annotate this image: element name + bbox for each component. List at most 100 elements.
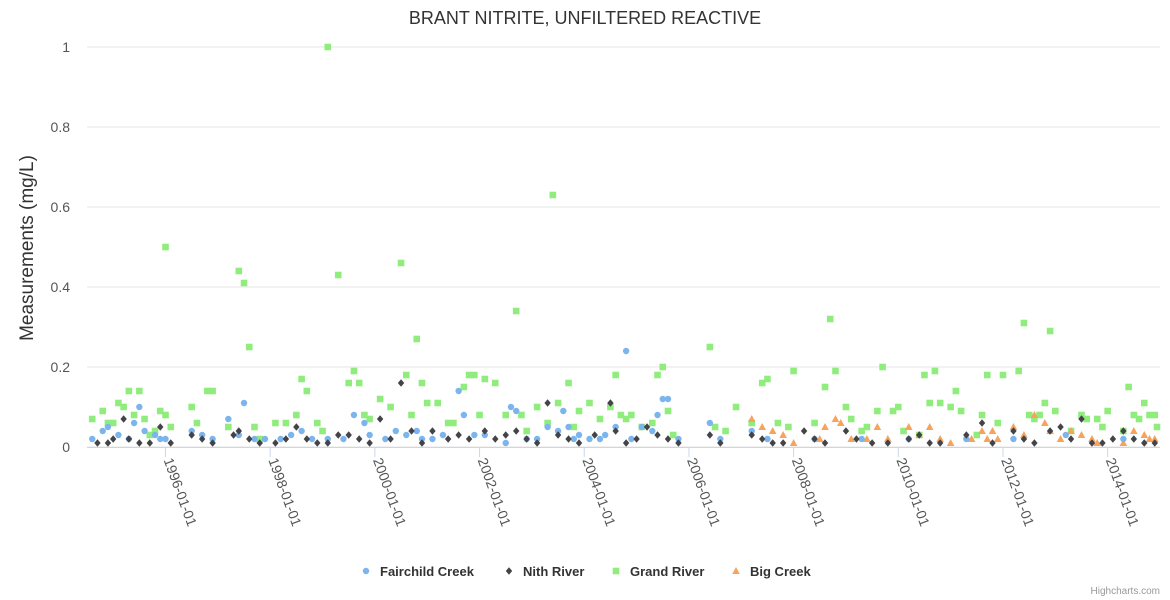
data-point[interactable]: [444, 419, 452, 427]
data-point[interactable]: [633, 435, 640, 443]
data-point[interactable]: [491, 379, 499, 387]
data-point[interactable]: [628, 435, 635, 443]
data-point[interactable]: [1036, 411, 1043, 419]
data-point[interactable]: [523, 435, 530, 443]
legend-item-nith-river[interactable]: Nith River: [505, 564, 585, 579]
data-point[interactable]: [978, 419, 986, 427]
data-point[interactable]: [894, 403, 902, 411]
data-point[interactable]: [586, 435, 593, 443]
data-point[interactable]: [1031, 415, 1038, 423]
legend-label[interactable]: Fairchild Creek: [380, 564, 475, 579]
data-point[interactable]: [361, 411, 368, 419]
data-point[interactable]: [659, 363, 667, 371]
data-point[interactable]: [324, 435, 331, 443]
data-point[interactable]: [120, 403, 127, 411]
legend-marker-icon[interactable]: [732, 567, 740, 574]
legend-item-big-creek[interactable]: Big Creek: [732, 564, 811, 579]
data-point[interactable]: [1150, 435, 1159, 442]
data-point[interactable]: [167, 423, 175, 431]
data-point[interactable]: [842, 427, 850, 435]
data-point[interactable]: [455, 431, 462, 439]
data-point[interactable]: [413, 427, 420, 435]
data-point[interactable]: [502, 431, 509, 439]
data-point[interactable]: [544, 419, 551, 427]
data-point[interactable]: [130, 419, 138, 427]
data-point[interactable]: [831, 415, 840, 422]
data-point[interactable]: [575, 439, 583, 447]
data-point[interactable]: [471, 431, 478, 439]
data-point[interactable]: [1120, 427, 1127, 435]
data-point[interactable]: [554, 427, 562, 435]
data-point[interactable]: [387, 435, 394, 443]
data-point[interactable]: [198, 431, 206, 439]
data-point[interactable]: [235, 427, 242, 435]
data-point[interactable]: [790, 367, 797, 375]
data-point[interactable]: [513, 407, 520, 415]
data-point[interactable]: [345, 431, 352, 439]
data-point[interactable]: [1052, 407, 1059, 415]
data-point[interactable]: [648, 419, 656, 427]
data-point[interactable]: [1025, 411, 1033, 419]
data-point[interactable]: [198, 435, 206, 443]
data-point[interactable]: [1088, 439, 1096, 447]
data-point[interactable]: [1078, 415, 1085, 423]
data-point[interactable]: [575, 431, 583, 439]
data-point[interactable]: [675, 439, 682, 447]
data-point[interactable]: [999, 371, 1007, 379]
data-point[interactable]: [366, 415, 373, 423]
data-point[interactable]: [104, 419, 112, 427]
data-point[interactable]: [88, 415, 96, 423]
data-point[interactable]: [1130, 435, 1138, 443]
data-point[interactable]: [251, 423, 258, 431]
data-point[interactable]: [230, 431, 237, 439]
data-point[interactable]: [758, 379, 766, 387]
data-point[interactable]: [334, 271, 342, 279]
data-point[interactable]: [654, 431, 661, 439]
data-point[interactable]: [748, 419, 756, 427]
data-point[interactable]: [460, 383, 468, 391]
data-point[interactable]: [884, 435, 892, 442]
data-point[interactable]: [251, 435, 258, 443]
data-point[interactable]: [136, 439, 143, 447]
data-point[interactable]: [246, 435, 253, 443]
data-point[interactable]: [669, 431, 677, 439]
data-point[interactable]: [988, 427, 997, 434]
data-point[interactable]: [1057, 423, 1064, 431]
data-point[interactable]: [366, 439, 373, 447]
legend-marker-icon[interactable]: [362, 567, 370, 575]
data-point[interactable]: [575, 407, 583, 415]
data-point[interactable]: [1145, 435, 1154, 442]
data-point[interactable]: [157, 435, 164, 443]
data-point[interactable]: [282, 419, 290, 427]
data-point[interactable]: [1140, 399, 1148, 407]
data-point[interactable]: [1046, 427, 1054, 435]
data-point[interactable]: [439, 431, 447, 439]
data-point[interactable]: [1010, 427, 1017, 435]
data-point[interactable]: [879, 363, 886, 371]
data-point[interactable]: [460, 411, 468, 419]
data-point[interactable]: [413, 335, 421, 343]
data-point[interactable]: [533, 403, 541, 411]
data-point[interactable]: [209, 387, 216, 395]
data-point[interactable]: [235, 267, 243, 275]
data-point[interactable]: [350, 367, 358, 375]
data-point[interactable]: [967, 435, 976, 442]
data-point[interactable]: [978, 427, 986, 434]
data-point[interactable]: [298, 375, 305, 383]
data-point[interactable]: [1010, 435, 1017, 443]
data-point[interactable]: [1099, 423, 1106, 431]
data-point[interactable]: [450, 419, 457, 427]
data-point[interactable]: [565, 379, 572, 387]
data-point[interactable]: [502, 411, 510, 419]
data-point[interactable]: [926, 439, 933, 447]
legend-marker-icon[interactable]: [505, 567, 513, 575]
data-point[interactable]: [361, 419, 368, 427]
data-point[interactable]: [146, 439, 154, 447]
data-point[interactable]: [1056, 435, 1065, 442]
data-point[interactable]: [758, 423, 767, 430]
data-point[interactable]: [779, 439, 787, 447]
data-point[interactable]: [429, 427, 436, 435]
data-point[interactable]: [225, 423, 232, 431]
data-point[interactable]: [768, 427, 777, 434]
data-point[interactable]: [402, 371, 410, 379]
